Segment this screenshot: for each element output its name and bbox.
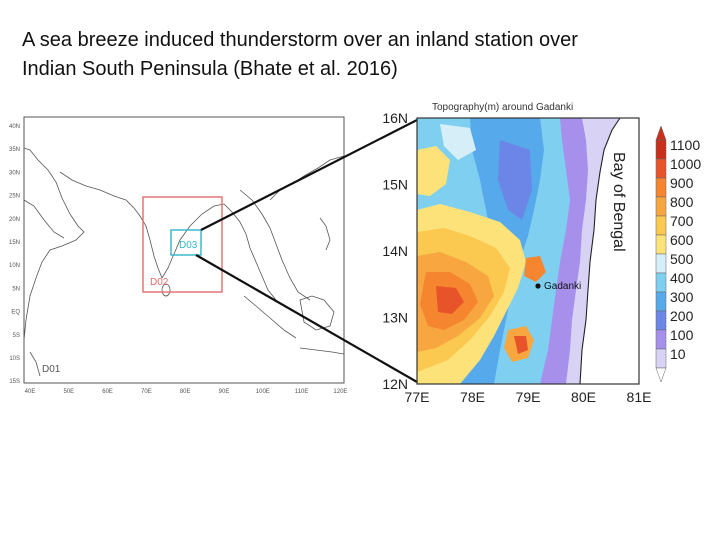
topo-lat-tick-label: 14N	[382, 243, 408, 259]
domain-lon-tick-label: 70E	[141, 389, 152, 395]
domain-d02-box	[142, 196, 223, 293]
title-line-2: Indian South Peninsula (Bhate et al. 201…	[22, 58, 398, 80]
station-marker	[535, 283, 541, 289]
topo-lat-tick-label: 12N	[382, 376, 408, 392]
colorbar-level-label: 700	[670, 213, 694, 229]
colorbar-level-label: 900	[670, 175, 694, 191]
station-label: Gadanki	[544, 281, 581, 292]
topo-coastline	[579, 117, 621, 385]
domain-d03-box	[170, 229, 202, 256]
topography-map: Topography(m) around Gadanki	[382, 102, 651, 405]
domain-map-coastlines	[24, 147, 344, 377]
colorbar-swatch	[655, 215, 667, 236]
domain-map-frame	[23, 116, 345, 384]
domain-label-d02: D02	[150, 277, 169, 288]
domain-lat-tick-label: 10S	[9, 356, 20, 362]
colorbar-level-label: 1100	[670, 137, 700, 153]
domain-lon-tick-label: 60E	[102, 389, 113, 395]
colorbar-swatch	[655, 177, 667, 198]
topo-lon-tick-label: 81E	[627, 389, 652, 405]
colorbar-swatch	[655, 196, 667, 217]
domain-lat-tick-label: 5S	[13, 333, 20, 339]
colorbar-level-label: 400	[670, 270, 694, 286]
colorbar-level-label: 100	[670, 327, 694, 343]
colorbar-level-label: 200	[670, 308, 694, 324]
topo-title: Topography(m) around Gadanki	[432, 102, 573, 113]
slide-title: A sea breeze induced thunderstorm over a…	[22, 26, 702, 84]
zoom-line-bottom	[195, 254, 418, 383]
domain-lat-tick-label: 10N	[9, 263, 20, 269]
topo-lon-tick-label: 78E	[460, 389, 485, 405]
colorbar-level-label: 1000	[670, 156, 701, 172]
colorbar-bottom-arrow	[655, 367, 667, 383]
domain-lon-tick-labels: 40E 50E 60E 70E 80E 90E 100E 110E 120E	[25, 389, 348, 395]
domain-lat-tick-labels: 40N 35N 30N 25N 20N 15N 10N 5N EQ 5S 10S 15S	[9, 124, 20, 385]
domain-lat-tick-label: 40N	[9, 124, 20, 130]
topo-lat-tick-labels: 16N 15N 14N 13N 12N	[382, 110, 408, 392]
zoom-line-top	[200, 119, 418, 231]
colorbar-swatch	[655, 272, 667, 293]
domain-lat-tick-label: 5N	[12, 286, 20, 292]
colorbar-level-label: 300	[670, 289, 694, 305]
domain-lon-tick-label: 120E	[333, 389, 347, 395]
colorbar-level-label: 600	[670, 232, 694, 248]
colorbar-top-arrow	[655, 125, 667, 141]
domain-lat-tick-label: 30N	[9, 170, 20, 176]
colorbar-swatch	[655, 253, 667, 274]
domain-lon-tick-label: 80E	[180, 389, 191, 395]
colorbar-swatch	[655, 139, 667, 160]
colorbar-swatch	[655, 158, 667, 179]
domain-label-d03: D03	[179, 240, 198, 251]
colorbar-level-label: 10	[670, 346, 686, 362]
domain-label-d01: D01	[42, 364, 61, 375]
domain-lon-tick-label: 100E	[256, 389, 270, 395]
domain-lat-tick-label: 15S	[9, 379, 20, 385]
domain-lat-tick-label: 35N	[9, 147, 20, 153]
colorbar-level-label: 500	[670, 251, 694, 267]
domain-lon-tick-label: 90E	[219, 389, 230, 395]
domain-lat-tick-label: 15N	[9, 240, 20, 246]
topo-lon-tick-labels: 77E 78E 79E 80E 81E	[405, 389, 652, 405]
water-label: Bay of Bengal	[610, 152, 627, 252]
colorbar-swatch	[655, 329, 667, 350]
topo-lat-tick-label: 15N	[382, 177, 408, 193]
domain-lon-tick-label: 40E	[25, 389, 36, 395]
colorbar-swatch	[655, 310, 667, 331]
topo-lon-tick-label: 79E	[516, 389, 541, 405]
colorbar: 1100 1000 900 800 700 600 500 400 300 200 100 10	[655, 125, 701, 383]
domain-lon-tick-label: 110E	[295, 389, 309, 395]
topo-lon-tick-label: 80E	[571, 389, 596, 405]
colorbar-swatch	[655, 234, 667, 255]
domain-lon-tick-label: 50E	[63, 389, 74, 395]
topo-fill	[417, 118, 639, 384]
title-line-1: A sea breeze induced thunderstorm over a…	[22, 29, 578, 51]
colorbar-level-label: 800	[670, 194, 694, 210]
topo-frame	[416, 117, 640, 385]
domain-lat-tick-label: 20N	[9, 217, 20, 223]
colorbar-swatch	[655, 348, 667, 369]
domain-map: D01 D02 D03 40N 35N 30N 25N 20N 15N 10N 5N EQ 5S 1…	[9, 116, 348, 395]
colorbar-swatch	[655, 291, 667, 312]
domain-lat-tick-label: EQ	[11, 310, 20, 316]
topo-lat-tick-label: 13N	[382, 310, 408, 326]
topo-lon-tick-label: 77E	[405, 389, 430, 405]
domain-lat-tick-label: 25N	[9, 194, 20, 200]
topo-lat-tick-label: 16N	[382, 110, 408, 126]
